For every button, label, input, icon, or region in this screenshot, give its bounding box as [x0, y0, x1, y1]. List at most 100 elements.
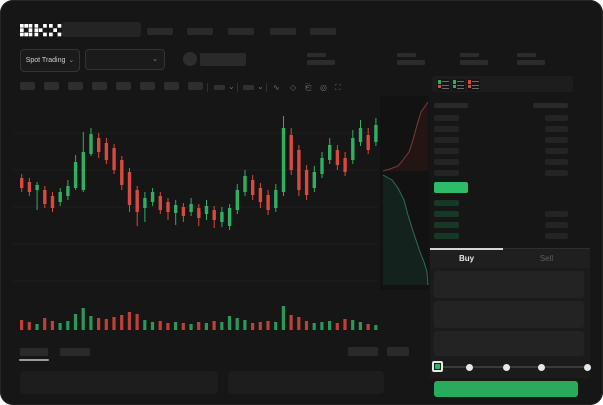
candlestick-chart[interactable] [10, 96, 382, 336]
ask-amount-cell[interactable] [545, 115, 568, 121]
ticker-stat [460, 53, 488, 65]
bid-price-cell[interactable] [434, 233, 459, 239]
stat-value [307, 60, 335, 65]
orders-table-placeholder [20, 371, 218, 394]
nav-item[interactable] [147, 28, 173, 35]
bid-price-cell[interactable] [434, 211, 459, 217]
search-input[interactable] [62, 22, 141, 37]
bid-amount-cell[interactable] [545, 233, 568, 239]
ruler-icon[interactable]: ◇ [290, 83, 297, 92]
ask-price-cell[interactable] [434, 137, 459, 143]
chevron-down-icon[interactable]: ⌄ [228, 82, 235, 91]
toolbar-divider [207, 83, 208, 92]
volume-bar [97, 318, 101, 330]
slider-stop[interactable] [466, 364, 473, 371]
market-type-selector[interactable]: Spot Trading ⌄ [20, 49, 80, 72]
candle-body [104, 143, 109, 160]
bid-price-cell[interactable] [434, 222, 459, 228]
book-bids-icon[interactable] [452, 79, 465, 91]
pair-dropdown[interactable]: ⌄ [85, 49, 165, 70]
buy-submit-button[interactable] [434, 381, 578, 397]
book-both-icon[interactable] [437, 79, 450, 91]
nav-item[interactable] [310, 28, 336, 35]
ask-amount-cell[interactable] [545, 126, 568, 132]
ask-price-cell[interactable] [434, 126, 459, 132]
ask-amount-cell[interactable] [545, 170, 568, 176]
stat-label [307, 53, 326, 57]
timeframe-button[interactable] [92, 82, 107, 90]
toolbar-divider [237, 83, 238, 92]
timeframe-button[interactable] [116, 82, 131, 90]
ask-amount-cell[interactable] [545, 137, 568, 143]
logo-pixel [43, 24, 47, 28]
amount-slider-handle[interactable] [432, 361, 443, 372]
volume-bar [358, 322, 362, 330]
indicator-dropdown[interactable] [243, 85, 254, 90]
total-field[interactable] [434, 331, 584, 356]
bottom-action-placeholder[interactable] [387, 347, 409, 356]
candle-body [220, 212, 224, 222]
volume-bar [166, 323, 170, 330]
volume-bar [58, 323, 62, 330]
chart-style-dropdown[interactable] [214, 85, 225, 90]
timeframe-button[interactable] [68, 82, 83, 90]
chevron-down-icon[interactable]: ⌄ [257, 82, 264, 91]
candle-body [227, 208, 232, 226]
timeframe-button[interactable] [188, 82, 203, 90]
candle-body [20, 178, 24, 188]
timeframe-button[interactable] [44, 82, 59, 90]
tab-buy[interactable]: Buy [458, 253, 475, 263]
candle-body [166, 202, 170, 212]
logo-pixel [20, 28, 24, 32]
bid-price-cell[interactable] [434, 200, 459, 206]
ask-amount-cell[interactable] [545, 148, 568, 154]
okx-logo[interactable] [20, 24, 64, 38]
slider-stop[interactable] [584, 364, 591, 371]
timeframe-button[interactable] [140, 82, 155, 90]
ask-price-cell[interactable] [434, 159, 459, 165]
logo-pixel [57, 24, 62, 28]
bid-amount-cell[interactable] [545, 222, 568, 228]
line-tool-icon[interactable]: ∿ [273, 83, 280, 92]
bottom-action-placeholder[interactable] [348, 347, 378, 356]
ask-price-cell[interactable] [434, 148, 459, 154]
camera-icon[interactable]: ⎗ [305, 83, 312, 92]
candle-body [258, 188, 263, 202]
fullscreen-icon[interactable]: ⛶ [335, 83, 341, 92]
book-asks-icon[interactable] [467, 79, 480, 91]
amount-field[interactable] [434, 301, 584, 328]
settings-icon[interactable]: ◎ [320, 83, 327, 92]
candle-body [43, 190, 47, 204]
ask-amount-cell[interactable] [545, 159, 568, 165]
nav-item[interactable] [270, 28, 296, 35]
depth-chart[interactable] [380, 96, 429, 290]
timeframe-button[interactable] [20, 82, 35, 90]
volume-bar [174, 322, 178, 330]
ask-price-cell[interactable] [434, 115, 459, 121]
tab-sell[interactable]: Sell [539, 253, 554, 263]
logo-pixel [49, 32, 53, 37]
last-price-badge[interactable] [434, 182, 468, 193]
bid-amount-cell[interactable] [545, 211, 568, 217]
timeframe-button[interactable] [164, 82, 179, 90]
price-field[interactable] [434, 271, 584, 298]
volume-bar [220, 322, 224, 330]
candle-body [127, 172, 132, 205]
candle-body [274, 190, 278, 208]
bottom-tab-history[interactable] [60, 348, 90, 356]
ask-price-cell[interactable] [434, 170, 459, 176]
nav-item[interactable] [228, 28, 254, 35]
volume-bar [204, 323, 208, 330]
candle-body [181, 207, 186, 216]
slider-stop[interactable] [503, 364, 510, 371]
bottom-tab-open-orders[interactable] [20, 348, 48, 356]
slider-stop[interactable] [538, 364, 545, 371]
amount-slider-track[interactable] [438, 366, 587, 368]
candle-body [351, 138, 355, 160]
nav-item[interactable] [187, 28, 213, 35]
volume-bar [181, 323, 185, 330]
volume-bar [27, 322, 31, 330]
candle-body [81, 152, 85, 190]
market-type-label: Spot Trading [25, 57, 66, 64]
